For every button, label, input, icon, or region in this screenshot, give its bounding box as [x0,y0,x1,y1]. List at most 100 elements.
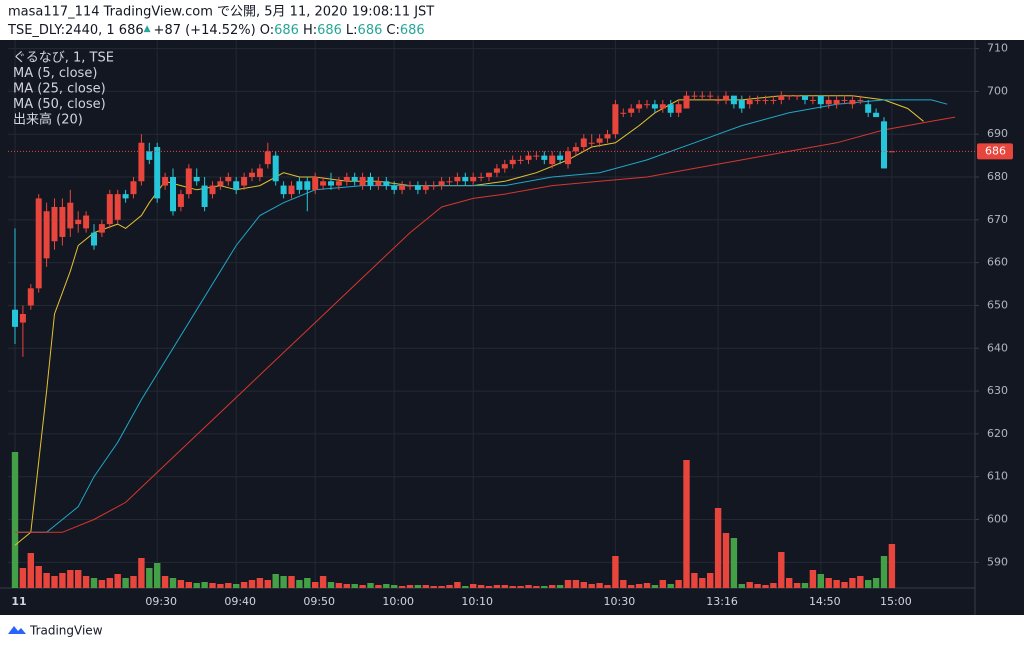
volume-bar [288,576,295,588]
x-tick-label: 15:00 [880,595,912,608]
candle-body [565,151,571,165]
candle-body [770,99,777,101]
volume-bar [793,583,801,588]
volume-bar [51,576,58,588]
ohlc-value: 686 [358,23,383,38]
volume-bar [667,584,674,588]
candle-body [75,219,82,225]
volume-bar [201,582,208,588]
candle-body [794,95,801,97]
candle-body [91,232,97,246]
volume-bar [130,576,137,588]
candle-body [59,206,66,237]
ohlc-label: H: [303,23,317,38]
volume-bar [762,585,769,588]
candle-body [67,202,74,229]
candle-body [470,177,477,182]
candle-body [296,181,303,190]
volume-bar [185,582,192,588]
volume-bar [454,582,461,588]
y-tick-label: 620 [987,427,1008,440]
candle-body [841,99,848,101]
volume-bar [872,578,880,588]
candle-body [399,185,406,190]
candle-body [430,185,437,187]
volume-bar [572,580,580,588]
x-tick-label: 09:40 [224,595,256,608]
volume-bar [67,570,74,588]
volume-bar [801,583,809,588]
candle-body [201,185,208,207]
volume-bar [477,585,485,588]
volume-bar [438,586,445,588]
volume-bar [225,583,232,588]
candle-body [367,177,374,186]
candle-body [12,309,18,327]
volume-bar [635,584,643,588]
volume-bar [193,583,200,588]
candle-body [241,177,248,186]
volume-bar [375,585,382,588]
candle-body [446,181,453,183]
volume-bar [604,585,611,588]
candle-body [19,314,26,323]
candle-body [762,99,769,101]
volume-bar [177,580,185,588]
candle-body [738,99,745,109]
candle-body [754,99,761,101]
symbol: TSE_DLY:2440, 1 686▲ +87 (+14.52%) O:686 H:… [7,23,425,38]
candle-body [422,185,429,190]
candle-body [588,142,595,144]
y-tick-label: 630 [987,384,1008,397]
candle-body [644,104,650,106]
ohlc-value: 686 [400,23,425,38]
volume-bar [90,578,98,588]
candle-body [407,185,413,187]
ohlc-label: O: [260,23,274,38]
volume-bar [248,580,256,588]
x-tick-label: 09:50 [303,595,335,608]
grid [8,40,975,588]
volume-bar [549,585,556,588]
volume-bar [714,508,722,588]
x-tick-label: 10:10 [461,595,493,608]
volume-bar [106,578,113,588]
candle-body [667,104,674,113]
volume-bar [240,582,248,588]
candle-body [328,181,334,186]
volume-bar [422,585,429,588]
volume-bar [675,580,682,588]
y-tick-label: 690 [987,127,1008,140]
candle-body [217,181,224,186]
candle-body [746,99,753,105]
candle-body [438,181,445,186]
candle-body [683,95,690,109]
candle-body [620,112,627,114]
y-tick-label: 710 [987,42,1008,55]
volume-bar [738,584,745,588]
volume-bar [691,573,698,588]
candle-body [486,172,492,177]
volume-bar [406,585,414,588]
volume-bar [319,576,327,588]
candle-body [817,95,824,105]
candle-body [549,155,556,165]
volume-bar [27,553,34,588]
ma-line [15,116,956,533]
volume-bar [833,580,840,588]
x-tick-label: 10:00 [382,595,414,608]
candle-body [651,104,658,109]
candle-body [185,168,192,195]
volume-bar [556,585,564,588]
candle-body [162,177,169,186]
candle-body [857,99,864,101]
ohlc-value: 686 [317,23,342,38]
candle-body [114,194,121,220]
volume-bar [161,576,169,588]
x-tick-label: 14:50 [809,595,841,608]
volume-bar [35,566,42,588]
volume-bar [343,584,350,588]
volume-bar [114,574,121,588]
